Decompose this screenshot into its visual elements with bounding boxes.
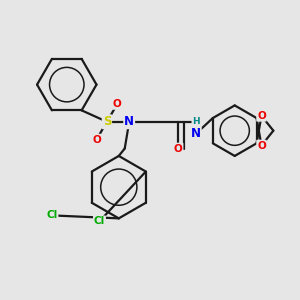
Text: O: O [113,99,122,109]
Text: S: S [103,115,111,128]
Text: H: H [192,117,200,126]
Text: O: O [257,111,266,121]
Text: Cl: Cl [94,216,105,226]
Text: N: N [191,127,201,140]
Text: O: O [92,135,101,145]
Text: O: O [174,143,183,154]
Text: Cl: Cl [46,210,58,220]
Text: O: O [257,140,266,151]
Text: N: N [124,115,134,128]
